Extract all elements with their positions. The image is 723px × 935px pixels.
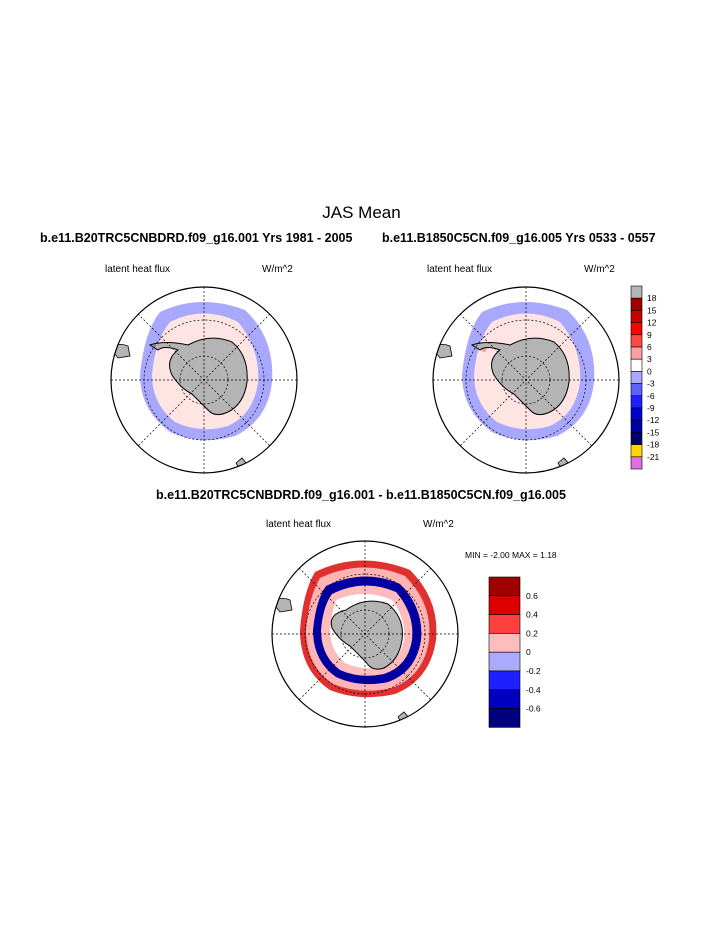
- colorbar-box: [488, 708, 521, 728]
- colorbar-box: [488, 670, 521, 691]
- colorbar-tick-label: -0.4: [526, 685, 541, 695]
- colorbar-box: [488, 576, 521, 597]
- colorbar-tick-label: 15: [647, 305, 657, 315]
- minmax-label: MIN = -2.00 MAX = 1.18: [465, 550, 557, 560]
- colorbar-tick-label: -18: [647, 440, 660, 450]
- colorbar-box: [630, 334, 643, 348]
- panel-3-variable-label: latent heat flux: [266, 519, 332, 530]
- colorbar-box: [630, 419, 643, 433]
- colorbar-tick-label: -0.2: [526, 666, 541, 676]
- panel-1-case-title: b.e11.B20TRC5CNBDRD.f09_g16.001 Yrs 1981…: [40, 231, 353, 245]
- panel-3-case-title: b.e11.B20TRC5CNBDRD.f09_g16.001 - b.e11.…: [156, 488, 566, 502]
- colorbar-box: [630, 358, 643, 372]
- colorbar-tick-label: 0.2: [526, 628, 538, 638]
- colorbar-box: [630, 407, 643, 421]
- colorbar-box: [630, 432, 643, 445]
- panel-2-case-title: b.e11.B1850C5CN.f09_g16.005 Yrs 0533 - 0…: [382, 231, 656, 245]
- colorbar-tick-label: 0.6: [526, 591, 538, 601]
- colorbar-box: [488, 633, 521, 653]
- colorbar-tick-label: -15: [647, 427, 660, 437]
- panel-3-units-label: W/m^2: [423, 519, 454, 530]
- colorbar-tick-label: -6: [647, 391, 655, 401]
- colorbar-box: [630, 297, 643, 311]
- colorbar-tick-label: -0.6: [526, 704, 541, 714]
- colorbar-box: [488, 614, 521, 634]
- colorbar-box: [488, 689, 521, 709]
- colorbar-tick-label: 6: [647, 342, 652, 352]
- panel-2-variable-label: latent heat flux: [427, 264, 493, 275]
- colorbar-box: [630, 383, 643, 397]
- colorbar-tick-label: 9: [647, 330, 652, 340]
- colorbar-box: [630, 346, 643, 360]
- panel-2-units-label: W/m^2: [584, 264, 615, 275]
- colorbar-tick-label: -12: [647, 415, 660, 425]
- colorbar-tick-label: 12: [647, 318, 657, 328]
- colorbar-tick-label: 0.4: [526, 610, 538, 620]
- colorbar-box: [630, 310, 643, 323]
- colorbar-box: [488, 651, 521, 672]
- panel-2-graticule: [433, 287, 619, 473]
- colorbar-box: [488, 595, 521, 615]
- colorbar-tick-label: 0: [526, 647, 531, 657]
- colorbar-box: [630, 285, 643, 299]
- colorbar-tick-label: 18: [647, 293, 657, 303]
- figure-title: JAS Mean: [322, 203, 401, 222]
- colorbar-tick-label: 0: [647, 366, 652, 376]
- panel-1-graticule: [111, 287, 297, 473]
- colorbar-tick-label: 3: [647, 354, 652, 364]
- panel-1-variable-label: latent heat flux: [105, 264, 171, 275]
- colorbar-difference: 0.6 0.4 0.2 0 -0.2 -0.4 -0.6: [488, 576, 541, 728]
- colorbar-box: [630, 444, 643, 458]
- colorbar-tick-label: -9: [647, 403, 655, 413]
- colorbar-absolute: 18 15 12 9 6 3 0 -3 -6 -9 -12 -15 -18 -21: [630, 285, 660, 470]
- colorbar-box: [630, 322, 643, 336]
- colorbar-box: [630, 395, 643, 409]
- colorbar-tick-label: -21: [647, 452, 660, 462]
- colorbar-box: [630, 456, 643, 470]
- colorbar-box: [630, 371, 643, 384]
- panel-1-units-label: W/m^2: [262, 264, 293, 275]
- panel-3-graticule: [272, 541, 458, 727]
- colorbar-tick-label: -3: [647, 379, 655, 389]
